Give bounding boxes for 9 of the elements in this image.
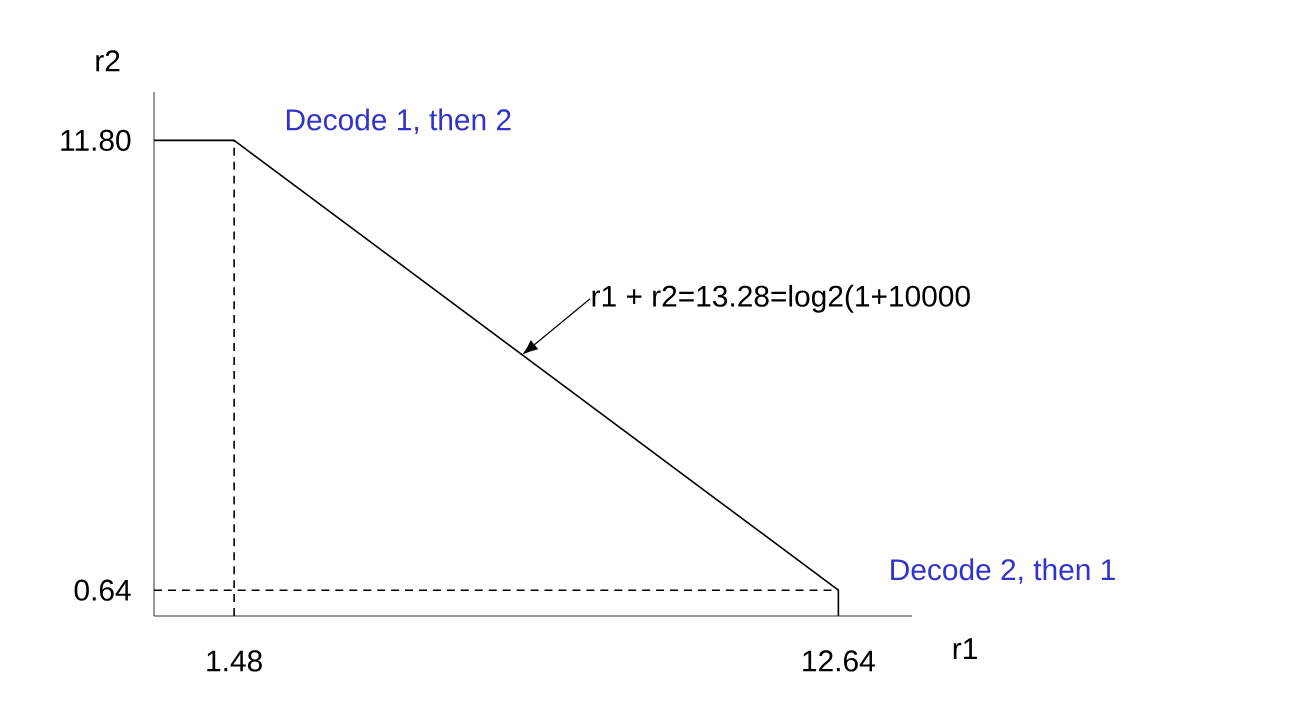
x-axis-title: r1: [953, 638, 977, 659]
x-tick-label: 12.64: [803, 650, 875, 672]
y-tick-label: 0.64: [74, 579, 131, 601]
y-axis-title: r2: [96, 50, 120, 72]
y-tick-label: 11.80: [61, 129, 131, 151]
annotation: Decode 2, then 1: [891, 558, 1115, 584]
x-tick-label: 1.48: [207, 650, 262, 672]
annotation: Decode 1, then 2: [286, 108, 511, 134]
annotation: r1 + r2=13.28=log2(1+10000: [592, 284, 970, 313]
